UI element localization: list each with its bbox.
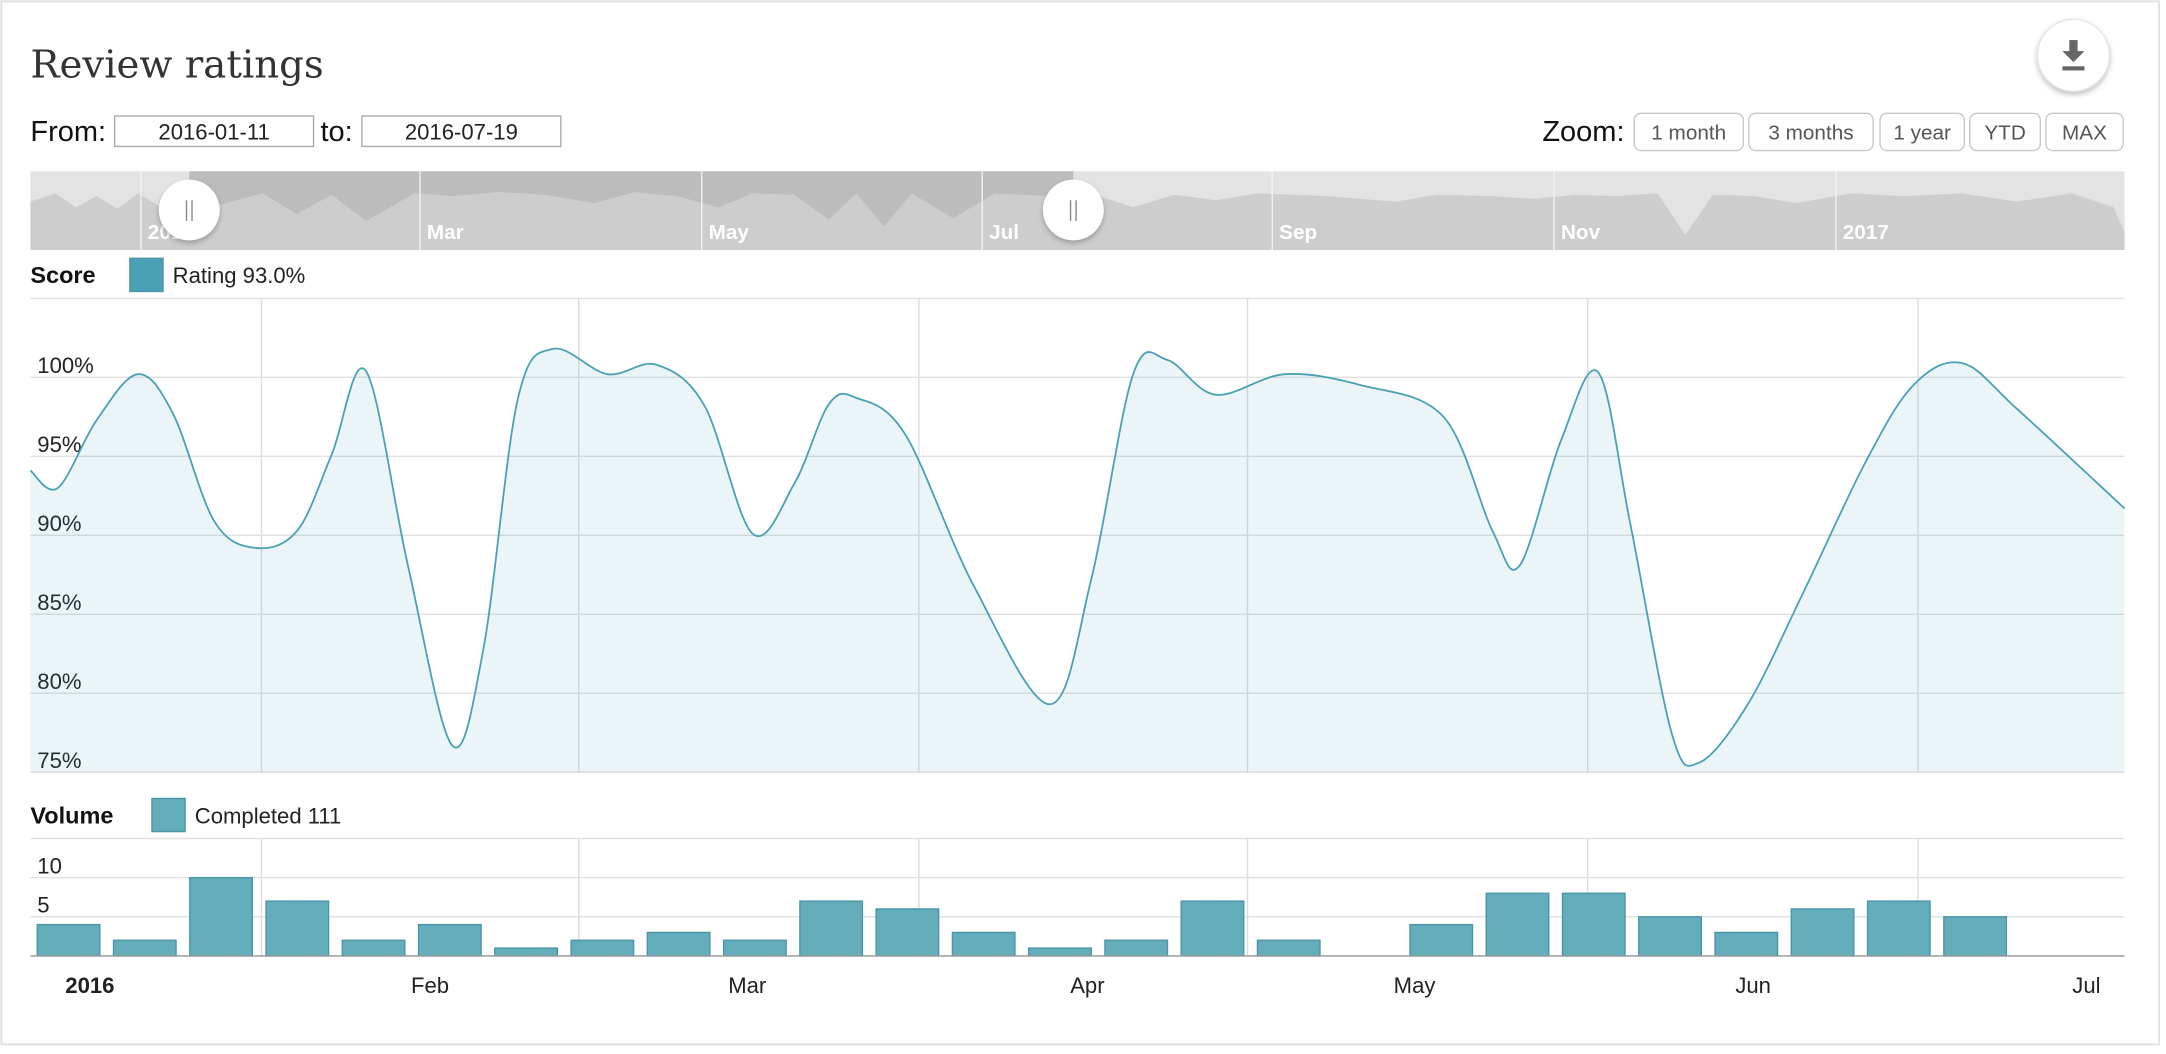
to-input[interactable] xyxy=(361,115,562,148)
y-tick-label: 85% xyxy=(37,590,81,615)
bar xyxy=(1104,939,1169,957)
y-tick-label: 80% xyxy=(37,669,81,694)
bar xyxy=(341,939,406,957)
y-tick-label: 95% xyxy=(37,432,81,457)
to-value: 2016-07-19 xyxy=(405,120,518,145)
download-icon xyxy=(2062,40,2085,71)
legend-swatch xyxy=(129,257,164,293)
bar xyxy=(265,900,330,957)
bar xyxy=(417,923,482,957)
x-tick-label: Jul xyxy=(2072,973,2100,998)
to-label: to: xyxy=(320,116,352,148)
zoom-button-label: 3 months xyxy=(1768,122,1853,145)
bar xyxy=(875,908,940,957)
bar xyxy=(1714,931,1779,957)
zoom-label: Zoom: xyxy=(1542,116,1624,148)
from-value: 2016-01-11 xyxy=(158,120,269,145)
zoom-button-label: 1 year xyxy=(1893,122,1951,145)
zoom-button-label: 1 month xyxy=(1651,122,1726,145)
bar xyxy=(1638,916,1702,957)
from-label: From: xyxy=(30,116,106,148)
x-tick-label: May xyxy=(1394,973,1436,998)
zoom-button-label: YTD xyxy=(1984,122,2025,145)
navigator-label: Jul xyxy=(989,221,1019,244)
bar xyxy=(799,900,864,957)
y-tick-label: 10 xyxy=(37,853,62,878)
bar xyxy=(1485,892,1550,957)
navigator-label: Nov xyxy=(1561,221,1601,244)
x-tick-label: Feb xyxy=(411,973,449,998)
y-tick-label: 90% xyxy=(37,511,81,536)
handle-grips xyxy=(185,200,1077,222)
y-tick-label: 100% xyxy=(37,353,94,378)
navigator-label: May xyxy=(709,221,750,244)
bar xyxy=(951,931,1016,957)
bar xyxy=(1790,908,1855,957)
bar xyxy=(189,876,254,957)
bar xyxy=(722,939,787,957)
area-fill xyxy=(30,348,2125,773)
zoom-button-label: MAX xyxy=(2062,122,2107,145)
bar xyxy=(494,947,559,957)
legend-swatch xyxy=(151,797,186,833)
bar xyxy=(1180,900,1245,957)
zoom-button[interactable] xyxy=(1969,112,2041,152)
bar xyxy=(646,931,711,957)
navigator-label: Sep xyxy=(1279,221,1317,244)
zoom-buttons: 1 month 3 months 1 year YTD MAX xyxy=(1633,112,2124,152)
bar xyxy=(1561,892,1626,957)
navigator-handle-left[interactable] xyxy=(158,179,220,241)
y-tick-label: 5 xyxy=(37,893,49,918)
x-tick-label: 2016 xyxy=(65,973,114,998)
bar xyxy=(36,923,101,957)
bar xyxy=(1943,916,2008,957)
navigator-handle-right[interactable] xyxy=(1042,179,1104,241)
bar xyxy=(570,939,635,957)
y-tick-label: 75% xyxy=(37,748,81,773)
plot-area: 75% 80% 85% 90% 95% 100% Rating 93.0% xyxy=(29,257,2126,773)
navigator: 2016MarMayJulSepNov2017 xyxy=(30,171,2125,251)
volume-title: Volume xyxy=(30,802,113,828)
bar xyxy=(1256,939,1321,957)
navigator-label: Mar xyxy=(427,221,464,244)
zoom-button[interactable] xyxy=(1633,112,1744,152)
x-tick-label: Mar xyxy=(728,973,766,998)
zoom-button[interactable] xyxy=(1748,112,1874,152)
x-tick-label: Jun xyxy=(1735,973,1771,998)
bar xyxy=(1027,947,1092,957)
bar xyxy=(1409,923,1474,957)
title: Review ratings xyxy=(30,42,323,87)
zoom-button[interactable] xyxy=(2045,112,2124,152)
bar xyxy=(1866,900,1931,957)
navigator-label: 2017 xyxy=(1843,221,1889,244)
legend-label: Completed 111 xyxy=(195,803,342,828)
bar xyxy=(112,939,177,957)
zoom-button[interactable] xyxy=(1879,112,1966,152)
x-tick-label: Apr xyxy=(1070,973,1104,998)
line xyxy=(29,347,2126,767)
score-title: Score xyxy=(30,262,95,288)
legend-label: Rating 93.0% xyxy=(173,263,306,288)
from-input[interactable] xyxy=(113,115,315,148)
